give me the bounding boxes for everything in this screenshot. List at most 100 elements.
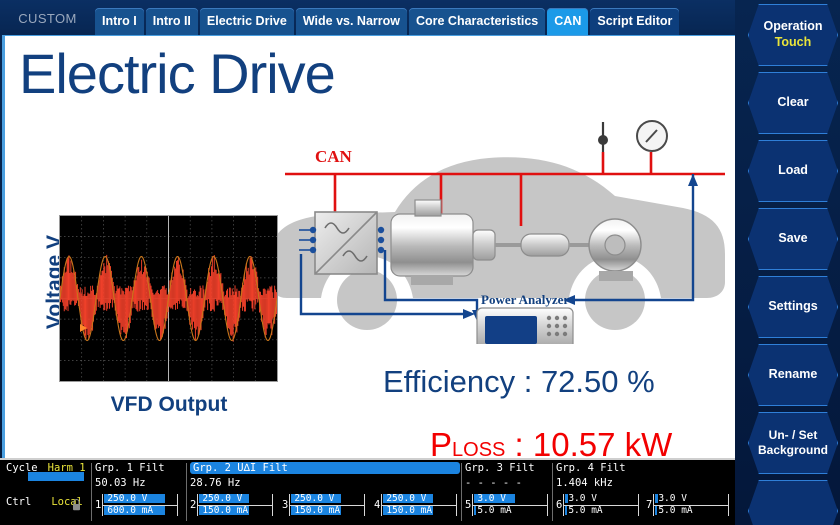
efficiency-readout: Efficiency : 72.50 % [383,364,655,400]
tab-script-editor[interactable]: Script Editor [590,8,679,35]
tab-intro-ii[interactable]: Intro II [146,8,198,35]
tab-can[interactable]: CAN [547,8,588,35]
channel-readout[interactable]: 1 250.0 V 600.0 mA [95,494,178,516]
waveform-display[interactable] [59,215,278,382]
current-bar: 150.0 mA [199,506,249,515]
channel-readout[interactable]: 5 3.0 V 5.0 mA [465,494,548,516]
current-bar: 5.0 mA [655,506,657,515]
button-clear-label: Clear [777,95,808,111]
channel-number: 7 [646,499,652,511]
waveform-panel: Voltage V [31,208,281,453]
channel-number: 2 [190,499,196,511]
voltage-bar: 3.0 V [474,494,515,503]
efficiency-value: 72.50 % [541,364,655,399]
button-settings[interactable]: Settings [748,276,838,338]
lock-icon [72,498,81,511]
measurement-group[interactable]: Grp. 4 Filt 1.404 kHz 6 3.0 V 5.0 mA 7 3.0 V 5.… [556,462,735,524]
button-set-background[interactable]: Un- / Set Background [748,412,838,474]
measurement-group[interactable]: Grp. 2 U∆I Filt 28.76 Hz 2 250.0 V 150.0 mA 3… [190,462,462,524]
ploss-symbol: P [430,426,452,458]
current-value: 150.0 mA [202,505,248,516]
button-save-label: Save [778,231,807,247]
voltage-bar: 250.0 V [199,494,249,503]
group-separator [552,463,553,521]
voltage-value: 3.0 V [658,493,687,504]
inverter-icon [315,212,377,274]
waveform-caption: VFD Output [59,393,279,417]
tab-intro-i[interactable]: Intro I [95,8,144,35]
button-extra[interactable] [748,480,838,525]
voltage-value: 250.0 V [294,493,334,504]
group-header[interactable]: Grp. 3 Filt [465,462,553,474]
tab-core-characteristics[interactable]: Core Characteristics [409,8,545,35]
channel-number: 5 [465,499,471,511]
current-bar: 150.0 mA [383,506,433,515]
button-operation[interactable]: Operation Touch [748,4,838,66]
group-separator [461,463,462,521]
group-separator [186,463,187,521]
channel-bars: 3.0 V 5.0 mA [653,494,729,516]
channel-bars: 250.0 V 600.0 mA [102,494,178,516]
content-panel: Electric Drive [2,35,738,458]
group-header[interactable]: Grp. 4 Filt [556,462,735,474]
group-header[interactable]: Grp. 1 Filt [95,462,187,474]
current-bar: 600.0 mA [104,506,165,515]
channel-number: 4 [374,499,380,511]
waveform-plot [60,216,277,381]
channel-readout[interactable]: 3 250.0 V 150.0 mA [282,494,365,516]
channel-bars: 250.0 V 150.0 mA [381,494,457,516]
voltage-bar: 250.0 V [383,494,433,503]
button-operation-label: Operation [763,19,822,35]
voltage-bar: 3.0 V [655,494,658,503]
cycle-indicator-bar [28,472,84,481]
channel-bars: 3.0 V 5.0 mA [472,494,548,516]
ctrl-label: Ctrl [6,496,31,508]
channel-readout[interactable]: 2 250.0 V 150.0 mA [190,494,273,516]
channel-number: 6 [556,499,562,511]
voltage-bar: 250.0 V [291,494,341,503]
channel-number: 3 [282,499,288,511]
button-save[interactable]: Save [748,208,838,270]
measurement-group[interactable]: Grp. 3 Filt - - - - -5 3.0 V 5.0 mA [465,462,553,524]
power-analyzer-label: Power Analyzer [481,292,569,308]
current-bar: 5.0 mA [565,506,567,515]
current-value: 600.0 mA [107,505,153,516]
channel-bars: 250.0 V 150.0 mA [289,494,365,516]
car-silhouette-icon: CAN [263,104,733,344]
current-value: 150.0 mA [294,505,340,516]
button-load[interactable]: Load [748,140,838,202]
channel-readout[interactable]: 7 3.0 V 5.0 mA [646,494,729,516]
current-value: 5.0 mA [568,505,602,516]
button-set-background-label2: Background [758,443,828,458]
application-window: CUSTOM Intro I Intro II Electric Drive W… [0,0,840,525]
sensor-icons [598,121,667,152]
measurement-group[interactable]: Grp. 1 Filt 50.03 Hz 1 250.0 V 600.0 mA [95,462,187,524]
button-clear[interactable]: Clear [748,72,838,134]
tab-wide-vs-narrow[interactable]: Wide vs. Narrow [296,8,407,35]
voltage-value: 3.0 V [477,493,506,504]
tab-electric-drive[interactable]: Electric Drive [200,8,294,35]
status-bar: Cycle Harm 1 Ctrl Local Grp. 1 Filt 50.03… [0,458,735,525]
status-bar-divider [0,458,735,460]
channel-readout[interactable]: 4 250.0 V 150.0 mA [374,494,457,516]
group-frequency: 28.76 Hz [190,477,462,489]
can-bus-label: CAN [315,147,353,166]
ploss-value: 10.57 kW [533,426,672,458]
button-operation-value: Touch [775,35,812,51]
channel-readout[interactable]: 6 3.0 V 5.0 mA [556,494,639,516]
current-value: 5.0 mA [658,505,692,516]
ploss-subscript: LOSS [452,439,505,458]
button-settings-label: Settings [768,299,817,315]
button-rename[interactable]: Rename [748,344,838,406]
group-header[interactable]: Grp. 2 U∆I Filt [190,462,460,474]
current-value: 5.0 mA [477,505,511,516]
efficiency-label: Efficiency : [383,364,541,399]
trigger-marker-icon [80,324,87,332]
group-frequency: - - - - - [465,477,553,489]
function-button-rail: Operation Touch Clear Load Save Settings… [735,0,840,525]
group-frequency: 1.404 kHz [556,477,735,489]
ploss-separator: : [505,426,533,458]
voltage-value: 3.0 V [568,493,597,504]
channel-bars: 250.0 V 150.0 mA [197,494,273,516]
button-rename-label: Rename [769,367,818,383]
